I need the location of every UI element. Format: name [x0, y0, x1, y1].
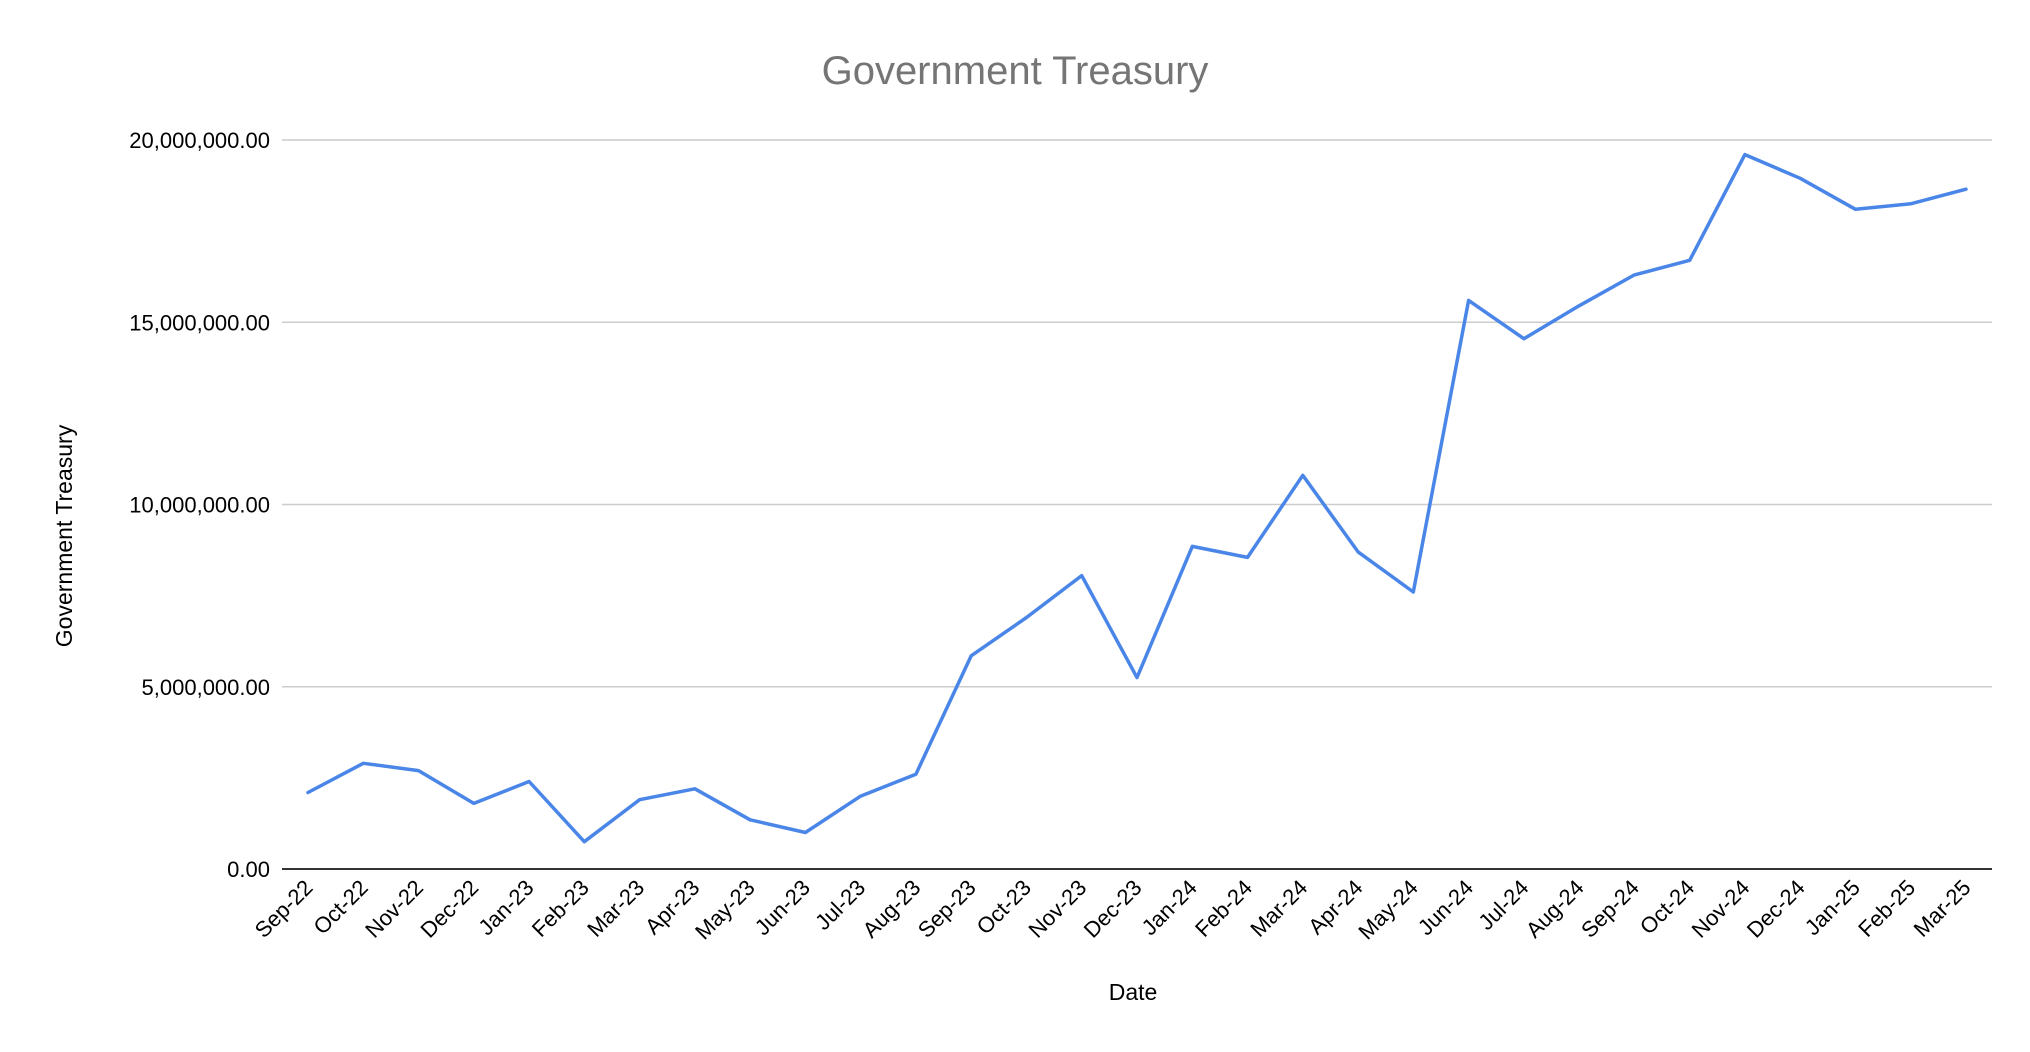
data-point [1853, 207, 1857, 211]
data-point [1632, 273, 1636, 277]
data-point [1577, 304, 1581, 308]
y-tick-label: 10,000,000.00 [129, 493, 270, 518]
data-point [1080, 574, 1084, 578]
x-tick-label: Aug-23 [858, 875, 926, 943]
x-tick-label: Nov-22 [360, 875, 428, 943]
x-tick-label: Oct-22 [308, 875, 372, 939]
x-tick-label: Jan-25 [1800, 875, 1865, 940]
x-tick-label: Nov-24 [1687, 875, 1755, 943]
data-point [527, 780, 531, 784]
x-tick-label: Mar-25 [1909, 875, 1976, 942]
x-tick-label: Nov-23 [1023, 875, 1091, 943]
x-tick-label: Dec-22 [416, 875, 484, 943]
data-point [1135, 676, 1139, 680]
x-tick-label: Sep-22 [250, 875, 318, 943]
series-line [306, 152, 1968, 844]
x-tick-label: Dec-24 [1742, 875, 1810, 943]
data-point [361, 761, 365, 765]
data-point [914, 772, 918, 776]
data-point [859, 794, 863, 798]
data-point [1909, 202, 1913, 206]
x-tick-label: Mar-24 [1245, 875, 1312, 942]
x-axis-title: Date [1109, 979, 1158, 1005]
data-point [748, 818, 752, 822]
data-point [472, 801, 476, 805]
y-tick-label: 15,000,000.00 [129, 310, 270, 335]
series-layer [306, 152, 1968, 844]
x-tick-label: Aug-24 [1521, 875, 1589, 943]
chart-title: Government Treasury [822, 49, 1209, 93]
x-axis-tick-labels: Sep-22Oct-22Nov-22Dec-22Jan-23Feb-23Mar-… [250, 875, 1976, 945]
x-tick-label: Oct-24 [1635, 875, 1699, 939]
data-point [1246, 555, 1250, 559]
x-tick-label: Jun-23 [750, 875, 815, 940]
x-tick-label: Sep-23 [913, 875, 981, 943]
y-axis-tick-labels: 0.00 5,000,000.00 10,000,000.00 15,000,000.… [129, 128, 270, 882]
data-point [1024, 615, 1028, 619]
x-tick-label: May-24 [1353, 875, 1423, 945]
y-axis-title: Government Treasury [51, 424, 77, 647]
x-tick-label: May-23 [690, 875, 760, 945]
data-point [693, 787, 697, 791]
gridlines [282, 139, 1992, 688]
data-point [1356, 550, 1360, 554]
x-tick-label: Dec-23 [1079, 875, 1147, 943]
y-tick-label: 20,000,000.00 [129, 128, 270, 153]
data-point [1522, 337, 1526, 341]
x-tick-label: Feb-25 [1853, 875, 1920, 942]
data-point [1467, 298, 1471, 302]
data-point [1301, 473, 1305, 477]
x-tick-label: Jan-23 [473, 875, 538, 940]
x-tick-label: Oct-23 [972, 875, 1036, 939]
data-point [1688, 258, 1692, 262]
y-tick-label: 5,000,000.00 [142, 675, 270, 700]
x-tick-label: Feb-23 [527, 875, 594, 942]
x-tick-label: Jun-24 [1413, 875, 1478, 940]
data-point [417, 769, 421, 773]
data-point [1411, 590, 1415, 594]
data-point [582, 840, 586, 844]
data-point [638, 798, 642, 802]
data-point [1743, 153, 1747, 157]
x-tick-label: Feb-24 [1190, 875, 1257, 942]
y-tick-label: 0.00 [227, 857, 270, 882]
x-tick-label: Mar-23 [582, 875, 649, 942]
data-point [969, 654, 973, 658]
x-tick-label: Sep-24 [1576, 875, 1644, 943]
x-tick-label: Jan-24 [1137, 875, 1202, 940]
data-point [803, 831, 807, 835]
data-point [306, 790, 310, 794]
data-point [1964, 187, 1968, 191]
data-point [1798, 176, 1802, 180]
data-point [1190, 544, 1194, 548]
